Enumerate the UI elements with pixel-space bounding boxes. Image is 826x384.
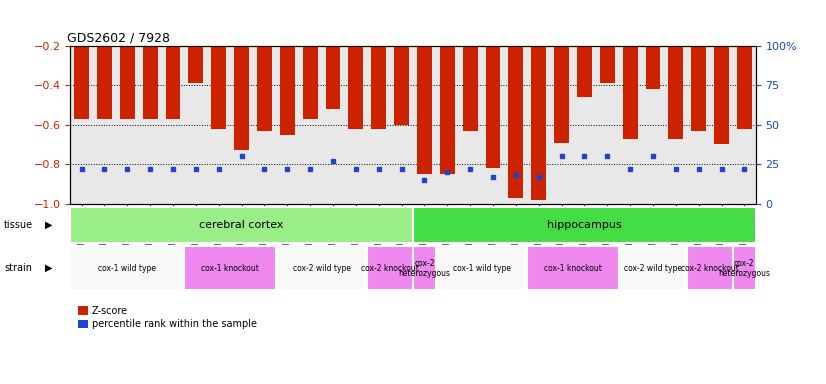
Bar xyxy=(394,46,409,125)
Bar xyxy=(368,246,413,290)
Bar xyxy=(235,46,249,151)
Bar xyxy=(280,46,295,135)
Bar xyxy=(97,46,112,119)
Bar xyxy=(577,46,591,97)
Bar xyxy=(440,46,454,174)
Text: cox-2
heterozygous: cox-2 heterozygous xyxy=(398,258,450,278)
Text: cox-1 wild type: cox-1 wild type xyxy=(98,264,156,273)
Bar xyxy=(143,46,158,119)
Bar xyxy=(211,46,226,129)
Text: cox-1 knockout: cox-1 knockout xyxy=(544,264,602,273)
Bar xyxy=(413,207,756,243)
Bar xyxy=(668,46,683,139)
Text: hippocampus: hippocampus xyxy=(547,220,622,230)
Bar xyxy=(623,46,638,139)
Bar xyxy=(257,46,272,131)
Bar xyxy=(70,246,184,290)
Bar xyxy=(619,246,687,290)
Text: cox-1 wild type: cox-1 wild type xyxy=(453,264,510,273)
Bar xyxy=(646,46,660,89)
Text: cox-1 knockout: cox-1 knockout xyxy=(202,264,259,273)
Bar xyxy=(463,46,477,131)
Bar xyxy=(413,246,436,290)
Bar xyxy=(486,46,501,168)
Text: cox-2
heterozygous: cox-2 heterozygous xyxy=(719,258,771,278)
Bar xyxy=(687,246,733,290)
Bar xyxy=(600,46,615,83)
Text: tissue: tissue xyxy=(4,220,33,230)
Text: ▶: ▶ xyxy=(45,263,53,273)
Bar xyxy=(325,46,340,109)
Bar xyxy=(372,46,386,129)
Bar xyxy=(303,46,317,119)
Bar xyxy=(691,46,706,131)
Text: ▶: ▶ xyxy=(45,220,53,230)
Bar xyxy=(531,46,546,200)
Bar xyxy=(166,46,180,119)
Text: cerebral cortex: cerebral cortex xyxy=(199,220,284,230)
Bar xyxy=(527,246,619,290)
Text: percentile rank within the sample: percentile rank within the sample xyxy=(92,319,257,329)
Text: Z-score: Z-score xyxy=(92,306,128,316)
Bar xyxy=(714,46,729,144)
Text: cox-2 wild type: cox-2 wild type xyxy=(624,264,682,273)
Bar xyxy=(74,46,89,119)
Text: cox-2 knockout: cox-2 knockout xyxy=(681,264,739,273)
Bar xyxy=(120,46,135,119)
Bar xyxy=(554,46,569,142)
Bar xyxy=(417,46,432,174)
Bar xyxy=(70,207,413,243)
Text: GDS2602 / 7928: GDS2602 / 7928 xyxy=(67,32,170,45)
Text: cox-2 wild type: cox-2 wild type xyxy=(292,264,350,273)
Bar xyxy=(509,46,523,198)
Bar xyxy=(349,46,363,129)
Text: cox-2 knockout: cox-2 knockout xyxy=(361,264,419,273)
Bar xyxy=(184,246,276,290)
Bar xyxy=(276,246,368,290)
Bar xyxy=(436,246,527,290)
Bar xyxy=(733,246,756,290)
Bar xyxy=(188,46,203,83)
Bar xyxy=(737,46,752,129)
Text: strain: strain xyxy=(4,263,32,273)
